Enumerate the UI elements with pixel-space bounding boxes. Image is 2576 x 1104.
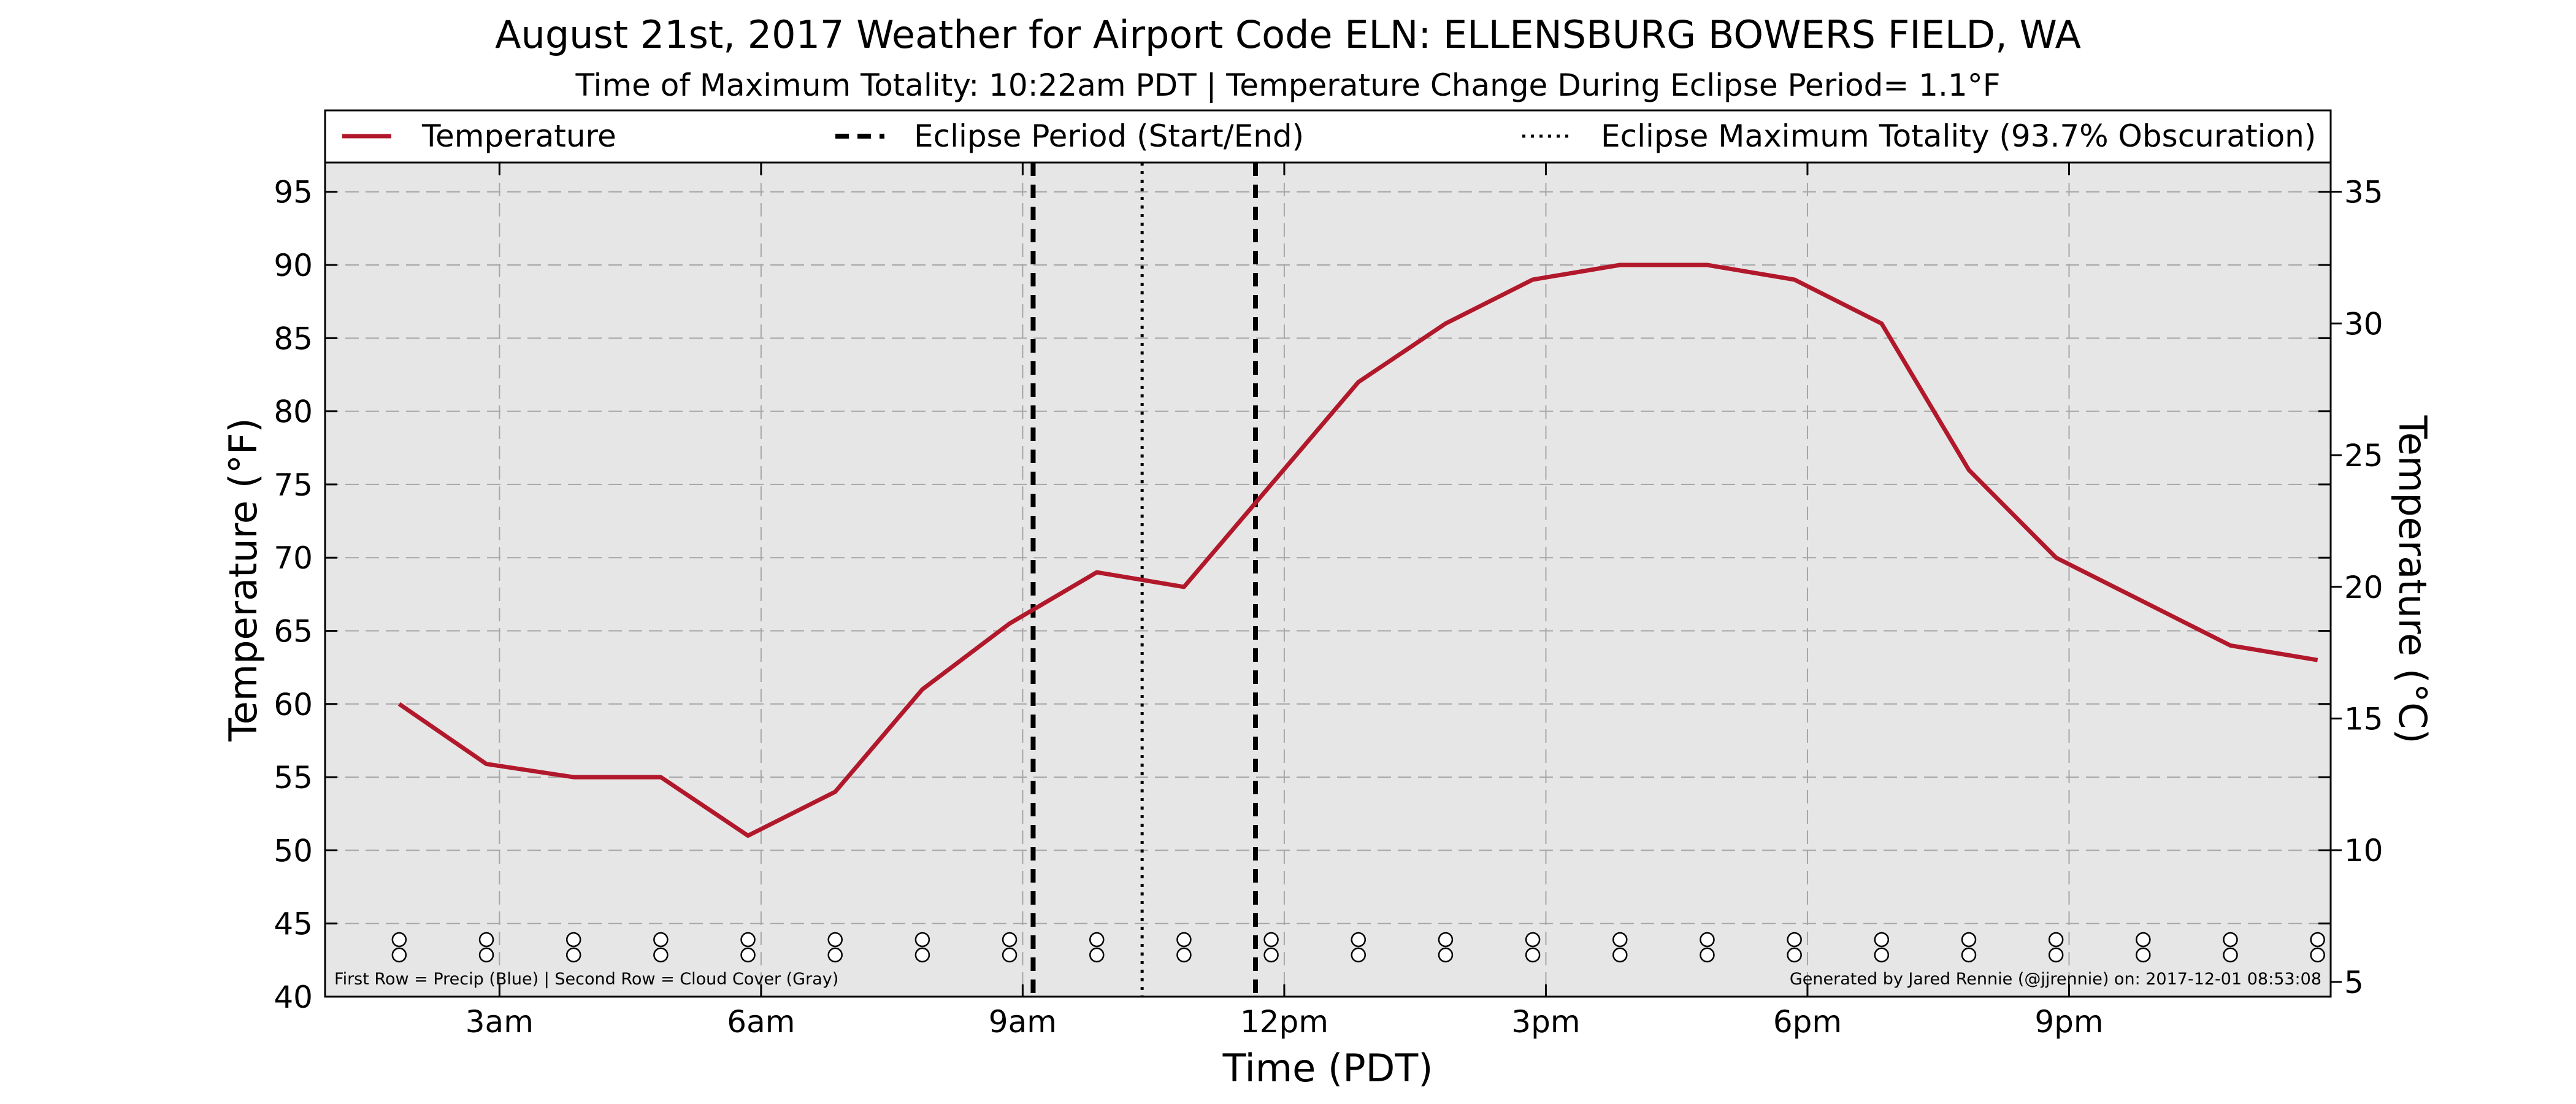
precip-marker: [2136, 932, 2151, 948]
cloud-cover-marker: [1961, 947, 1977, 963]
cloud-cover-marker: [1612, 947, 1628, 963]
precip-marker: [565, 932, 581, 948]
cloud-cover-marker: [1002, 947, 1018, 963]
precip-marker: [1612, 932, 1628, 948]
left-axis-ticks: 40 45 50 55 60 65 70 75 80 85 90 95: [274, 175, 2331, 1015]
legend-eclipse-period-label: Eclipse Period (Start/End): [914, 118, 1304, 154]
marker-rows: [391, 932, 2325, 963]
cloud-cover-marker: [1787, 947, 1802, 963]
cloud-cover-marker: [565, 947, 581, 963]
y-axis-label-left: Temperature (°F): [221, 418, 266, 742]
cloud-cover-marker: [391, 947, 407, 963]
cloud-cover-marker: [1525, 947, 1541, 963]
precip-marker: [914, 932, 930, 948]
footnote-right: Generated by Jared Rennie (@jjrennie) on…: [1790, 970, 2321, 989]
chart-subtitle: Time of Maximum Totality: 10:22am PDT | …: [575, 67, 2001, 103]
cloud-cover-marker: [1438, 947, 1454, 963]
precip-marker: [827, 932, 843, 948]
precip-marker: [1438, 932, 1454, 948]
y-tick-label: 65: [274, 614, 313, 650]
cloud-cover-marker: [1263, 947, 1279, 963]
y-tick-label: 60: [274, 687, 313, 723]
cloud-cover-marker: [1700, 947, 1715, 963]
precip-marker: [1700, 932, 1715, 948]
footnote-left: First Row = Precip (Blue) | Second Row =…: [334, 970, 838, 989]
y-tick-label: 45: [274, 907, 313, 942]
precip-marker: [1351, 932, 1367, 948]
cloud-cover-marker: [1874, 947, 1890, 963]
x-axis-ticks: 3am 6am 9am 12pm 3pm 6pm 9pm: [466, 163, 2104, 1040]
x-tick-label: 3am: [466, 1004, 534, 1040]
y-right-tick-label: 15: [2344, 702, 2383, 737]
x-axis-label: Time (PDT): [1222, 1046, 1433, 1091]
precip-marker: [478, 932, 494, 948]
eclipse-lines: [1030, 163, 1258, 997]
series-layer: [397, 263, 2318, 838]
precip-marker: [1002, 932, 1018, 948]
y-tick-label: 75: [274, 467, 313, 503]
precip-marker: [653, 932, 669, 948]
y-tick-label: 55: [274, 760, 313, 795]
y-tick-label: 50: [274, 833, 313, 868]
cloud-cover-marker: [653, 947, 669, 963]
y-right-tick-label: 20: [2344, 570, 2383, 605]
y-tick-label: 95: [274, 175, 313, 210]
x-tick-label: 9am: [989, 1004, 1057, 1040]
legend-eclipse-max-label: Eclipse Maximum Totality (93.7% Obscurat…: [1601, 118, 2316, 154]
precip-marker: [2048, 932, 2064, 948]
precip-marker: [391, 932, 407, 948]
precip-marker: [1176, 932, 1192, 948]
legend: Temperature Eclipse Period (Start/End) E…: [324, 109, 2332, 164]
temperature-line: [397, 263, 2318, 838]
precip-marker: [740, 932, 756, 948]
y-right-tick-label: 10: [2344, 833, 2383, 868]
cloud-cover-marker: [478, 947, 494, 963]
precip-marker: [1787, 932, 1802, 948]
x-tick-label: 3pm: [1511, 1004, 1580, 1040]
right-axis-ticks: 5 10 15 20 25 30 35: [2331, 175, 2383, 1000]
y-right-tick-label: 30: [2344, 306, 2383, 342]
plot-area: [325, 163, 2331, 997]
cloud-cover-marker: [827, 947, 843, 963]
precip-marker: [1525, 932, 1541, 948]
y-right-tick-label: 35: [2344, 175, 2383, 210]
y-axis-label-right: Temperature (°C): [2390, 415, 2435, 743]
y-tick-label: 40: [274, 979, 313, 1015]
x-tick-label: 12pm: [1240, 1004, 1328, 1040]
y-tick-label: 80: [274, 394, 313, 430]
y-tick-label: 70: [274, 540, 313, 576]
cloud-cover-marker: [2223, 947, 2238, 963]
cloud-cover-marker: [1351, 947, 1367, 963]
precip-marker: [1874, 932, 1890, 948]
y-right-tick-label: 5: [2344, 965, 2364, 1000]
y-tick-label: 85: [274, 321, 313, 356]
x-tick-label: 6am: [727, 1004, 795, 1040]
legend-temperature-label: Temperature: [421, 118, 616, 154]
cloud-cover-marker: [740, 947, 756, 963]
precip-marker: [1263, 932, 1279, 948]
precip-marker: [2223, 932, 2238, 948]
cloud-cover-marker: [1089, 947, 1105, 963]
precip-marker: [1961, 932, 1977, 948]
x-tick-label: 9pm: [2034, 1004, 2103, 1040]
y-tick-label: 90: [274, 248, 313, 283]
cloud-cover-marker: [1176, 947, 1192, 963]
y-right-tick-label: 25: [2344, 438, 2383, 473]
x-tick-label: 6pm: [1773, 1004, 1842, 1040]
cloud-cover-marker: [2310, 947, 2325, 963]
precip-marker: [1089, 932, 1105, 948]
precip-marker: [2310, 932, 2325, 948]
cloud-cover-marker: [2136, 947, 2151, 963]
chart-title: August 21st, 2017 Weather for Airport Co…: [495, 12, 2081, 57]
legend-box: [324, 109, 2332, 164]
cloud-cover-marker: [2048, 947, 2064, 963]
cloud-cover-marker: [914, 947, 930, 963]
grid-lines: [325, 163, 2331, 997]
